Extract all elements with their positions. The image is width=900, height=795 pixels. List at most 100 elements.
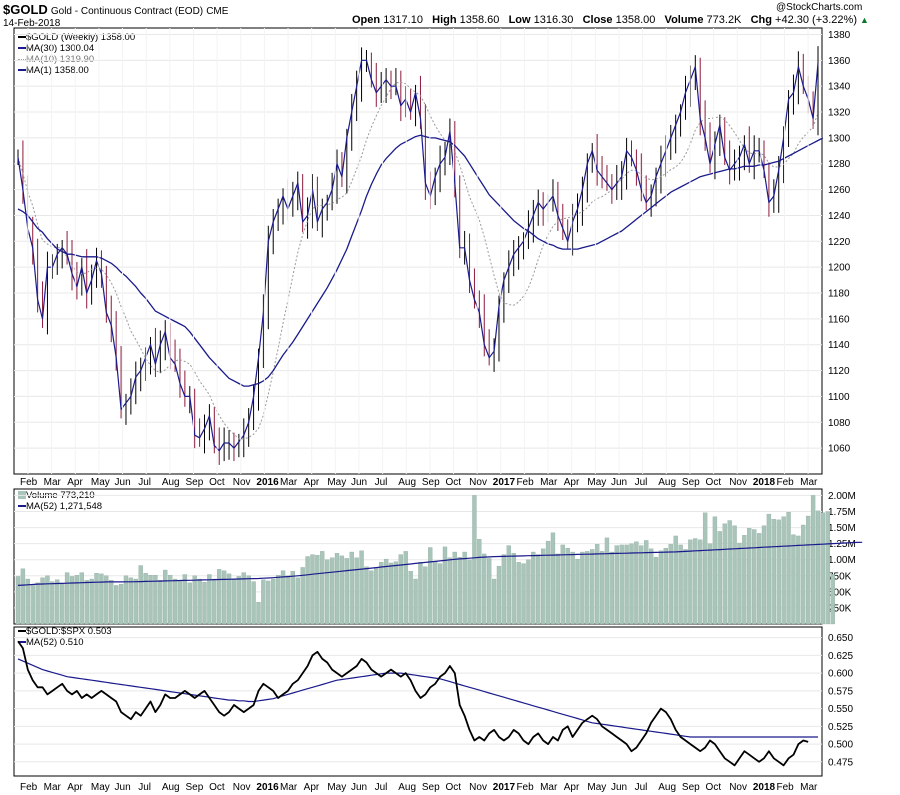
volume-bar	[678, 544, 683, 625]
volume-bar	[555, 553, 561, 625]
price-legend: $GOLD (Weekly) 1358.00 MA(30) 1300.04 MA…	[18, 32, 135, 76]
price-x-tick: Aug	[162, 477, 180, 488]
price-y-tick: 1120	[828, 366, 850, 377]
volume-bar	[69, 576, 75, 625]
volume-y-tick: 1.25M	[828, 539, 856, 550]
volume-bar	[629, 543, 634, 625]
volume-bar	[305, 556, 310, 625]
volume-bar	[506, 545, 511, 625]
ratio-x-tick: Nov	[469, 782, 487, 793]
volume-bar	[30, 585, 35, 625]
volume-bar	[177, 580, 183, 625]
ratio-line	[17, 640, 809, 767]
volume-bar	[271, 578, 276, 625]
price-x-tick: Feb	[20, 477, 38, 488]
volume-bar	[403, 551, 408, 625]
volume-bar	[801, 524, 806, 625]
ratio-x-tick: Sep	[422, 782, 440, 793]
price-x-tick: Mar	[800, 477, 818, 488]
ratio-x-tick: Oct	[446, 782, 462, 793]
price-x-tick: 2016	[256, 477, 279, 488]
ratio-y-tick: 0.500	[828, 740, 853, 751]
volume-bar	[634, 541, 639, 625]
volume-bar	[84, 580, 89, 625]
volume-bar	[580, 551, 585, 625]
volume-bar	[585, 551, 590, 625]
price-y-tick: 1060	[828, 444, 851, 455]
volume-bar	[668, 544, 673, 625]
volume-bar	[712, 516, 718, 625]
instrument-name: Gold - Continuous Contract (EOD)	[50, 6, 204, 17]
price-y-tick: 1300	[828, 133, 851, 144]
volume-bar	[138, 565, 143, 625]
ratio-x-tick: May	[91, 782, 110, 793]
price-y-tick: 1220	[828, 237, 851, 248]
price-x-tick: Mar	[44, 477, 62, 488]
ratio-x-tick: Nov	[233, 782, 251, 793]
volume-y-tick: 1.50M	[828, 523, 856, 534]
volume-bar	[20, 568, 26, 625]
ma1-legend-label: MA(1) 1358.00	[26, 65, 89, 76]
volume-bar	[752, 529, 757, 625]
price-y-tick: 1260	[828, 185, 851, 196]
volume-value: 773.2K	[706, 14, 742, 26]
volume-bar	[275, 574, 281, 625]
low-value: 1316.30	[533, 14, 574, 26]
price-y-tick: 1200	[828, 263, 851, 274]
ratio-y-tick: 0.525	[828, 722, 853, 733]
volume-ma52-line	[17, 541, 863, 586]
ratio-y-tick: 0.600	[828, 669, 853, 680]
volume-bar	[383, 558, 389, 625]
price-x-tick: Sep	[185, 477, 203, 488]
price-y-tick: 1280	[828, 159, 851, 170]
volume-bar	[192, 575, 197, 625]
volume-bar	[374, 567, 379, 625]
volume-bar	[742, 535, 747, 625]
volume-bar	[433, 561, 438, 625]
ratio-x-tick: Feb	[776, 782, 794, 793]
volume-bar	[15, 576, 21, 625]
volume-bar	[491, 578, 497, 625]
ma30-legend-label: MA(30) 1300.04	[26, 43, 95, 54]
volume-bar	[639, 545, 644, 625]
price-x-tick: Jul	[375, 477, 388, 488]
volume-bar	[226, 573, 232, 625]
volume-bar	[747, 528, 752, 625]
volume-bar	[231, 578, 237, 625]
volume-bar	[359, 550, 364, 625]
price-x-tick: Jul	[635, 477, 648, 488]
volume-bar	[830, 574, 835, 625]
price-x-tick: Mar	[280, 477, 298, 488]
price-x-tick: Apr	[564, 477, 580, 488]
volume-bar	[536, 554, 541, 625]
volume-bar	[815, 510, 821, 625]
volume-bar	[109, 580, 114, 625]
volume-bar	[437, 563, 443, 625]
ratio-x-tick: Nov	[729, 782, 747, 793]
volume-bar	[766, 513, 772, 625]
ratio-x-tick: Mar	[800, 782, 818, 793]
volume-bar	[295, 577, 300, 625]
volume-bar	[452, 551, 457, 625]
volume-bar	[781, 516, 786, 625]
high-label: High	[432, 14, 457, 26]
volume-bar	[545, 540, 551, 625]
volume-bar	[221, 570, 227, 625]
volume-bar	[467, 559, 472, 625]
volume-bar	[648, 548, 654, 625]
volume-bar	[148, 574, 153, 625]
volume-bar	[457, 556, 462, 625]
volume-bar	[442, 546, 448, 625]
ratio-y-tick: 0.575	[828, 686, 853, 697]
volume-bar	[207, 574, 212, 625]
volume-bar	[609, 551, 615, 625]
price-x-tick: May	[327, 477, 346, 488]
volume-bar	[521, 563, 526, 625]
volume-bar	[310, 554, 315, 625]
price-y-tick: 1380	[828, 30, 851, 41]
volume-bar	[339, 555, 345, 625]
volume-bar	[590, 549, 595, 625]
volume-bar	[810, 495, 816, 625]
volume-bar	[182, 574, 188, 625]
